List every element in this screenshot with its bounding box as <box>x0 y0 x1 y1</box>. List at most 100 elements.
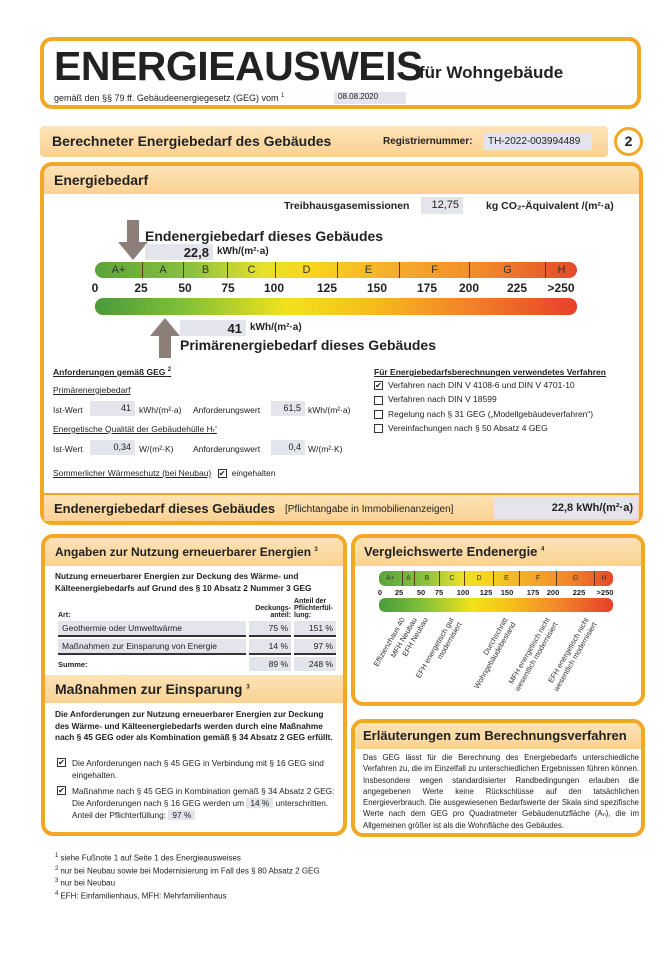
page-number: 2 <box>624 133 633 149</box>
comparison-title-text: Vergleichswerte Endenergie <box>364 544 538 559</box>
method-item: Regelung nach § 31 GEG („Modellgebäudeve… <box>374 409 644 419</box>
primary-energy-value: 41 <box>180 320 246 336</box>
energy-class-f: F <box>400 262 470 278</box>
measures-title: Maßnahmen zur Einsparung 3 <box>55 681 250 697</box>
requirements-title-text: Anforderungen gemäß GEG <box>53 367 166 377</box>
method-checkbox[interactable] <box>374 424 383 433</box>
renewables-intro: Nutzung erneuerbarer Energien zur Deckun… <box>55 571 312 593</box>
comparison-title: Vergleichswerte Endenergie 4 <box>364 544 544 559</box>
footnote-text: nur bei Neubau <box>60 878 116 888</box>
end-summary-label: Endenergiebedarf dieses Gebäudes <box>54 501 276 516</box>
scale-tick-label: 50 <box>178 281 192 295</box>
footnote-ref: 1 <box>280 93 285 99</box>
summer-checkbox[interactable]: ✔ <box>217 469 227 479</box>
energy-class-d: D <box>276 262 338 278</box>
energy-class-b: B <box>415 571 440 586</box>
scale-tick-label: 75 <box>221 281 235 295</box>
anf-label: Anforderungswert <box>193 444 261 454</box>
comparison-class-scale: A+ A B C D E F G H <box>379 571 613 586</box>
table-row: Geothermie oder Umweltwärme 75 % 151 % <box>58 621 336 637</box>
energy-class-f: F <box>520 571 557 586</box>
row-deckung: 14 % <box>249 639 291 655</box>
measures-item-2-text-b: unterschritten. Anteil der Pflichterfüll… <box>72 798 329 820</box>
anf-label: Anforderungswert <box>193 405 261 415</box>
scale-tick-label: 75 <box>434 588 444 597</box>
explanation-text: Das GEG lässt für die Berechnung des Ene… <box>363 753 639 830</box>
ghg-label: Treibhausgasemissionen <box>284 200 410 212</box>
row-deckung: 75 % <box>249 621 291 637</box>
end-energy-summary: Endenergiebedarf dieses Gebäudes [Pflich… <box>44 493 639 521</box>
scale-tick-label: 175 <box>526 588 540 597</box>
ghg-unit: kg CO₂-Äquivalent /(m²·a) <box>486 200 614 212</box>
method-checkbox[interactable]: ✔ <box>374 381 383 391</box>
energy-class-e: E <box>494 571 520 586</box>
footnote-ref: 3 <box>246 684 250 691</box>
energy-class-b: B <box>184 262 228 278</box>
summer-label: Sommerlicher Wärmeschutz (bei Neubau) <box>53 468 212 478</box>
footnotes: 1 siehe Fußnote 1 auf Seite 1 des Energie… <box>55 851 320 902</box>
scale-tick-label: 175 <box>416 281 438 295</box>
renewables-rows: Geothermie oder Umweltwärme 75 % 151 % Maßn… <box>58 621 336 655</box>
scale-tick-label: 25 <box>394 588 404 597</box>
section-title: Berechneter Energiebedarf des Gebäudes <box>52 133 332 149</box>
renewables-table: Art: Deckungs-anteil: Anteil der Pflicht… <box>55 596 339 673</box>
footnote-number: 3 <box>55 878 59 885</box>
measures-intro: Die Anforderungen zur Nutzung erneuerbar… <box>55 709 333 742</box>
envelope-ist-value: 0,34 <box>90 440 135 455</box>
scale-tick-label: >250 <box>596 588 614 597</box>
measures-item-2-value: 14 % <box>246 798 274 808</box>
footnote-number: 1 <box>55 853 59 859</box>
energy-class-a-plus: A+ <box>379 571 403 586</box>
footnote: 2 nur bei Neubau sowie bei Modernisierung… <box>55 864 320 877</box>
method-label: Regelung nach § 31 GEG („Modellgebäudeve… <box>388 408 594 419</box>
energy-class-c: C <box>228 262 276 278</box>
requirements-section: Anforderungen gemäß GEG 2 Primärenergieb… <box>53 367 353 487</box>
scale-tick-label: 0 <box>91 281 99 295</box>
document-title-suffix: für Wohngebäude <box>419 63 564 82</box>
scale-tick-label: 225 <box>506 281 528 295</box>
section-header: Berechneter Energiebedarf des Gebäudes R… <box>40 126 608 157</box>
title-box: ENERGIEAUSWEIS für Wohngebäude gemäß den… <box>40 37 641 109</box>
method-label: Verfahren nach DIN V 18599 <box>388 394 497 405</box>
col-art: Art: <box>58 612 71 619</box>
comparison-gradient-bar <box>379 598 613 612</box>
table-row: Maßnahmen zur Einsparung von Energie 14 %… <box>58 639 336 655</box>
method-checkbox[interactable] <box>374 395 383 405</box>
end-summary-value: 22,8 kWh/(m²·a) <box>494 497 637 519</box>
scale-tick-label: 100 <box>456 588 470 597</box>
envelope-title: Energetische Qualität der Gebäudehülle H… <box>53 424 217 434</box>
primary-requirement-title: Primärenergiebedarf <box>53 385 131 395</box>
subtitle: gemäß den §§ 79 ff. Gebäudeenergiegesetz… <box>54 93 284 103</box>
methods-title: Für Energiebedarfsberechnungen verwendet… <box>374 367 606 377</box>
energy-class-c: C <box>440 571 465 586</box>
footnote-text: siehe Fußnote 1 auf Seite 1 des Energiea… <box>60 853 241 863</box>
page-number-badge: 2 <box>614 127 643 156</box>
row-art: Maßnahmen zur Einsparung von Energie <box>58 639 246 655</box>
explanation-header: Erläuterungen zum Berechnungsverfahren <box>355 723 641 749</box>
comparison-header: Vergleichswerte Endenergie 4 <box>355 538 641 566</box>
explanation-title: Erläuterungen zum Berechnungsverfahren <box>363 728 627 743</box>
methods-section: Für Energiebedarfsberechnungen verwendet… <box>374 367 644 437</box>
measures-item-1-checkbox[interactable]: ✔ <box>57 758 66 767</box>
energy-scale-ticks: 0 25 50 75 100 125 150 175 200 225 >250 <box>0 281 671 297</box>
energy-class-scale: A+ A B C D E F G H <box>95 262 577 278</box>
scale-tick-label: 100 <box>263 281 285 295</box>
scale-tick-label: 225 <box>572 588 586 597</box>
footnote-ref: 3 <box>314 547 318 553</box>
energy-class-g: G <box>470 262 546 278</box>
measures-item-1: ✔ Die Anforderungen nach § 45 GEG in Verb… <box>57 757 337 781</box>
method-checkbox[interactable] <box>374 409 383 419</box>
measures-item-2-text: Maßnahme nach § 45 GEG in Kombination ge… <box>72 786 335 808</box>
primary-anf-unit: kWh/(m²·a) <box>308 405 351 415</box>
measures-item-2: ✔ Maßnahme nach § 45 GEG in Kombination g… <box>57 785 339 821</box>
col-anteil: Anteil der Pflichterfül-lung: <box>294 598 333 619</box>
explanation-box: Erläuterungen zum Berechnungsverfahren D… <box>351 719 645 837</box>
end-energy-arrow-icon <box>118 220 148 260</box>
measures-item-2-checkbox[interactable]: ✔ <box>57 786 66 795</box>
footnote-number: 2 <box>55 865 59 872</box>
scale-tick-label: 25 <box>134 281 148 295</box>
requirements-title: Anforderungen gemäß GEG 2 <box>53 367 171 377</box>
envelope-ist-unit: W/(m²·K) <box>139 444 174 454</box>
energy-class-g: G <box>557 571 595 586</box>
footnote: 3 nur bei Neubau <box>55 876 320 889</box>
